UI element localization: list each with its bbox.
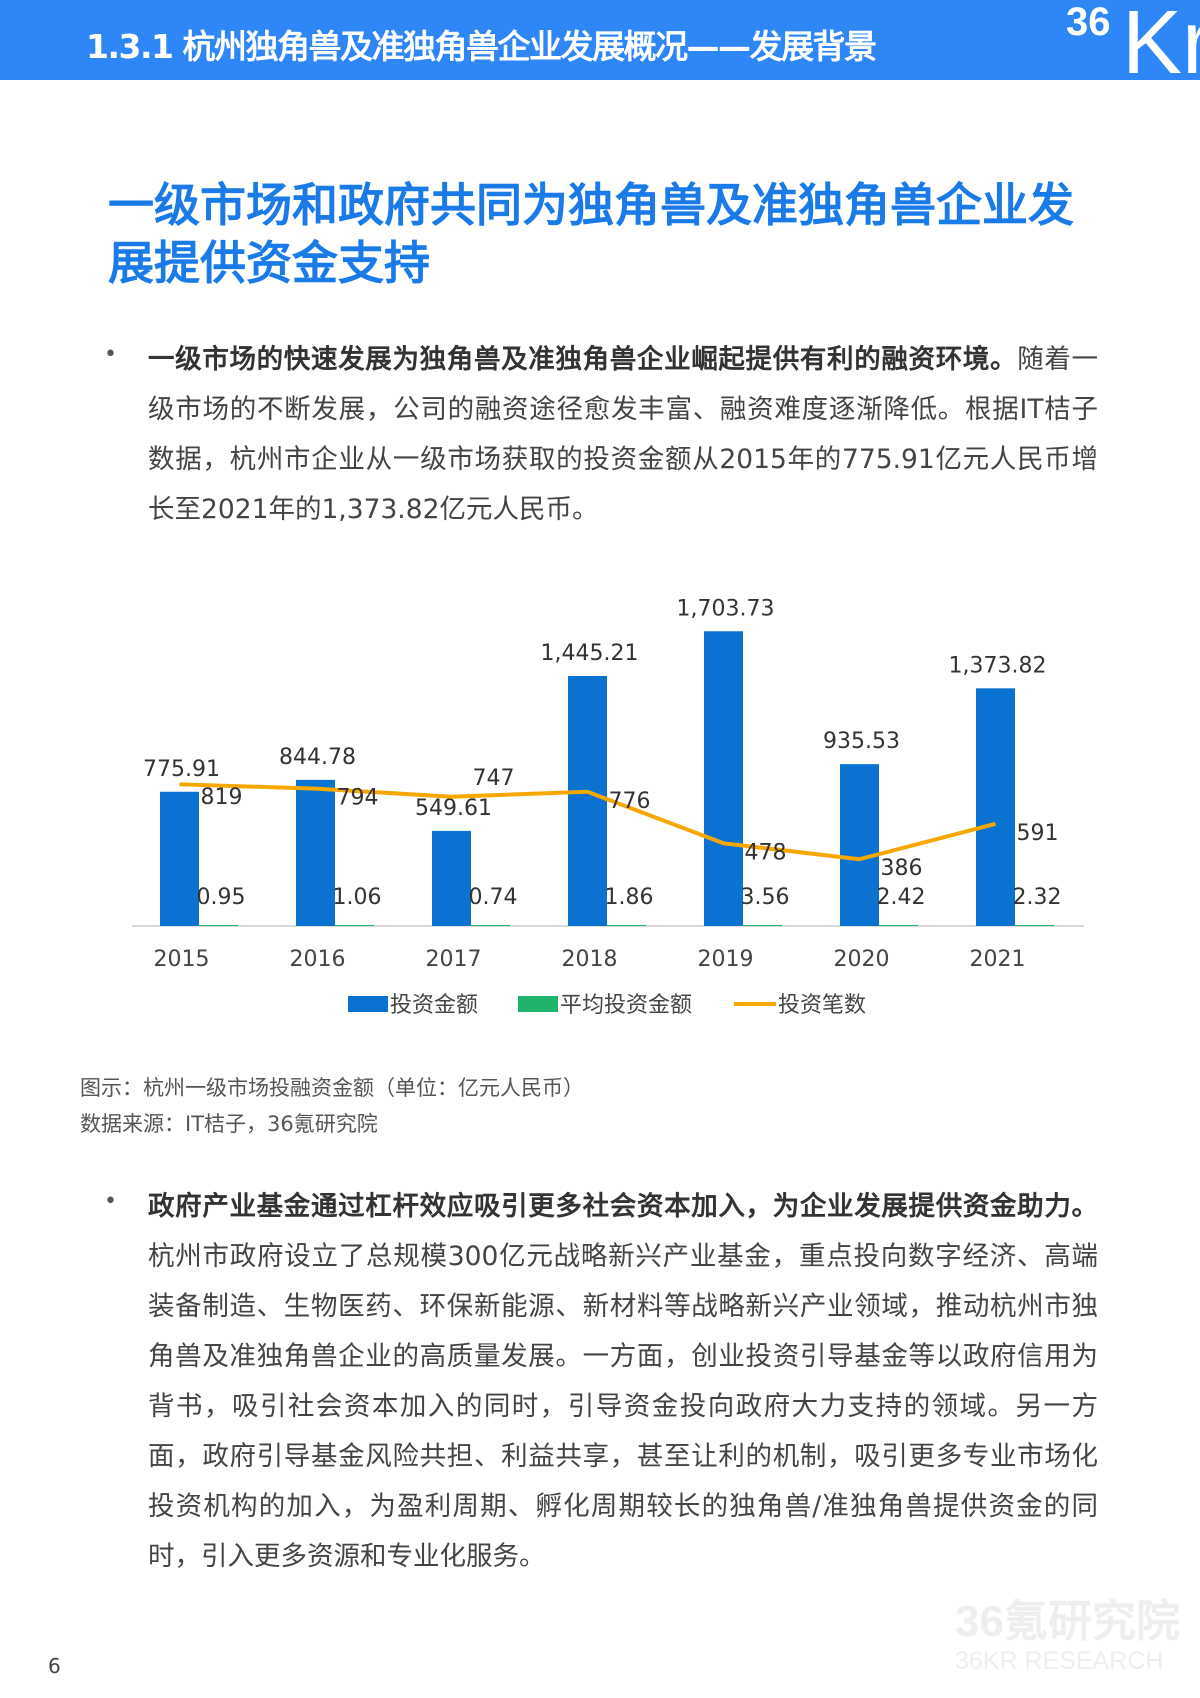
avg-label: 1.86 <box>605 885 654 910</box>
bar-label: 1,373.82 <box>949 653 1047 678</box>
page-headline: 一级市场和政府共同为独角兽及准独角兽企业发展提供资金支持 <box>108 178 1074 290</box>
page-number: 6 <box>48 1654 61 1678</box>
page-header: 1.3.1 杭州独角兽及准独角兽企业发展概况——发展背景 36 Kr <box>0 0 1200 80</box>
figure-caption: 图示：杭州一级市场投融资金额（单位：亿元人民币） <box>80 1076 584 1100</box>
x-tick-label: 2017 <box>426 947 482 972</box>
x-tick-label: 2019 <box>698 947 754 972</box>
bar-average-investment <box>879 925 918 926</box>
bar-average-investment <box>607 925 646 926</box>
legend-swatch-investment-amount <box>348 996 388 1012</box>
bar-label: 549.61 <box>415 796 492 821</box>
bullet-marker: • <box>104 1189 117 1214</box>
bar-investment-amount <box>432 830 471 926</box>
watermark-cn: 36氪研究院 <box>955 1597 1180 1646</box>
header-title: 1.3.1 杭州独角兽及准独角兽企业发展概况——发展背景 <box>86 27 877 66</box>
bar-label: 844.78 <box>279 745 356 770</box>
x-tick-label: 2015 <box>154 947 210 972</box>
paragraph-1-lead: 一级市场的快速发展为独角兽及准独角兽企业崛起提供有利的融资环境。 <box>148 344 1018 375</box>
avg-label: 3.56 <box>741 885 790 910</box>
line-point-label: 794 <box>337 786 379 811</box>
x-tick-label: 2016 <box>290 947 346 972</box>
avg-label: 2.32 <box>1013 885 1062 910</box>
bar-label: 1,445.21 <box>541 641 639 666</box>
bar-average-investment <box>1015 925 1054 926</box>
avg-label: 0.95 <box>197 885 246 910</box>
watermark-en: 36KR RESEARCH <box>955 1647 1164 1675</box>
avg-label: 2.42 <box>877 885 926 910</box>
x-tick-label: 2020 <box>834 947 890 972</box>
paragraph-2-lead: 政府产业基金通过杠杆效应吸引更多社会资本加入，为企业发展提供资金助力。 <box>148 1191 1098 1222</box>
bar-average-investment <box>743 925 782 926</box>
paragraph-1: 一级市场的快速发展为独角兽及准独角兽企业崛起提供有利的融资环境。随着一级市场的不… <box>148 335 1098 535</box>
bar-investment-amount <box>704 631 743 926</box>
x-tick-label: 2021 <box>970 947 1026 972</box>
line-point-label: 591 <box>1017 821 1059 846</box>
investment-chart: 775.91 0.95 2015 844.78 1.06 2016 549.61 0.74 20… <box>132 596 1084 1018</box>
line-point-label: 819 <box>201 785 243 810</box>
avg-label: 0.74 <box>469 885 518 910</box>
bar-investment-amount <box>296 779 335 926</box>
line-point-label: 747 <box>473 766 515 791</box>
legend-label: 平均投资金额 <box>560 993 692 1018</box>
bar-investment-amount <box>976 688 1015 926</box>
bar-label: 935.53 <box>823 729 900 754</box>
line-point-label: 776 <box>609 789 651 814</box>
line-point-label-guide <box>179 782 997 862</box>
bar-average-investment <box>471 925 510 926</box>
line-point-label: 478 <box>745 840 787 865</box>
data-source: 数据来源：IT桔子，36氪研究院 <box>80 1112 378 1136</box>
bar-label: 1,703.73 <box>677 596 775 621</box>
bar-investment-amount <box>840 764 879 926</box>
bullet-marker: • <box>104 342 117 367</box>
x-tick-label: 2018 <box>562 947 618 972</box>
bar-label: 775.91 <box>143 757 220 782</box>
paragraph-1-text: 随着一级市场的不断发展，公司的融资途径愈发丰富、融资难度逐渐降低。根据IT桔子数… <box>148 344 1099 525</box>
paragraph-2: 政府产业基金通过杠杆效应吸引更多社会资本加入，为企业发展提供资金助力。杭州市政府… <box>148 1182 1098 1582</box>
paragraph-2-text: 杭州市政府设立了总规模300亿元战略新兴产业基金，重点投向数字经济、高端装备制造… <box>148 1241 1098 1572</box>
bar-investment-amount <box>160 791 199 926</box>
legend-label: 投资笔数 <box>778 993 866 1018</box>
bar-average-investment <box>335 925 374 926</box>
legend-label: 投资金额 <box>390 993 478 1018</box>
line-point-label: 386 <box>881 856 923 881</box>
legend-swatch-average-investment <box>518 996 558 1012</box>
bar-average-investment <box>199 925 238 926</box>
bar-investment-amount <box>568 675 607 926</box>
avg-label: 1.06 <box>333 885 382 910</box>
watermark: 36氪研究院 36KR RESEARCH <box>955 1598 1180 1676</box>
